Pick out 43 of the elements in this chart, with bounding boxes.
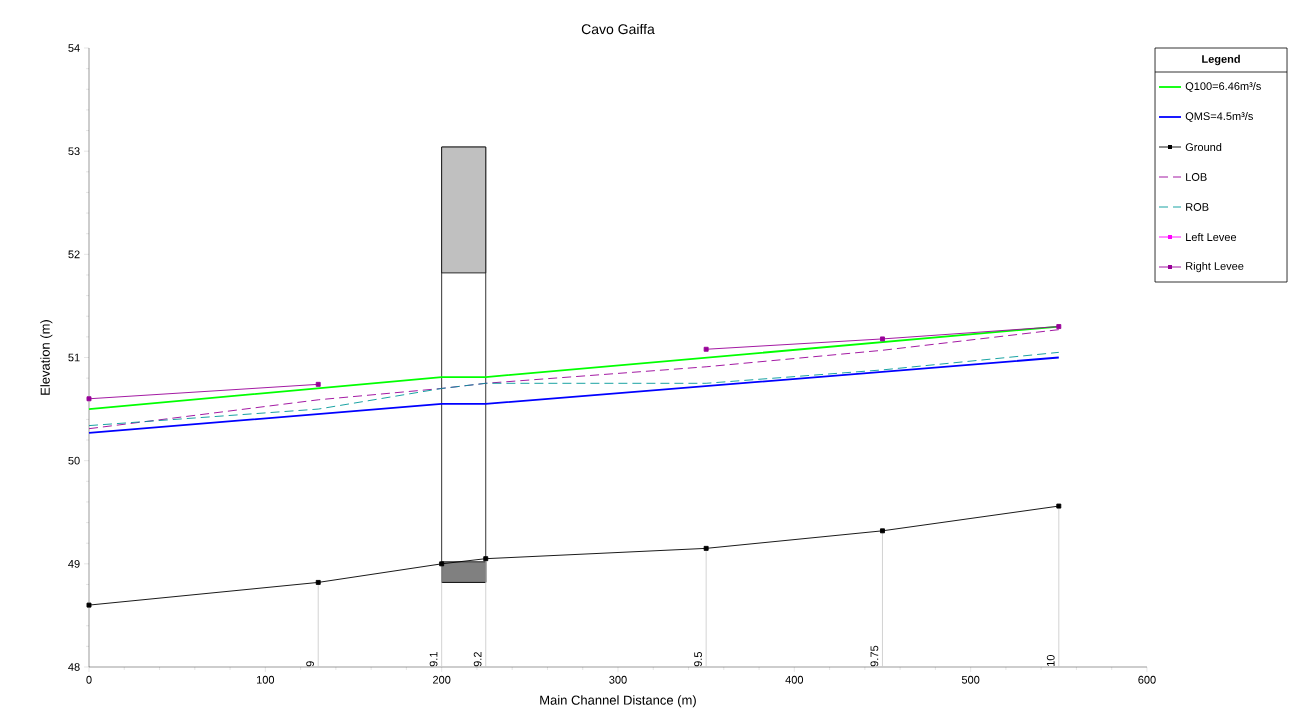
point <box>439 561 445 567</box>
x-tick-label: 100 <box>256 675 275 684</box>
legend-label: Left Levee <box>1186 232 1237 242</box>
annotation: 9.5 <box>694 651 702 667</box>
point <box>880 528 885 534</box>
y-tick-label: 49 <box>68 559 80 568</box>
x-tick-label: 400 <box>785 675 804 684</box>
y-tick-label: 52 <box>68 250 80 259</box>
y-tick-label: 54 <box>68 44 80 52</box>
chart-title: Cavo Gaiffa <box>581 23 655 35</box>
x-tick-label: 500 <box>961 675 980 684</box>
annotation: 10 <box>1046 655 1055 666</box>
legend-title: Legend <box>1202 54 1240 66</box>
point <box>315 579 321 585</box>
point <box>1056 324 1062 330</box>
point <box>483 556 489 562</box>
point <box>86 602 92 608</box>
annotation: 9.1 <box>429 652 438 667</box>
point <box>703 346 709 352</box>
x-tick-label: 0 <box>86 675 92 684</box>
x-tick-label: 200 <box>433 675 451 684</box>
legend-label: Q100=6.46m³/s <box>1185 81 1261 93</box>
point <box>703 545 709 551</box>
y-tick-label: 50 <box>68 456 80 465</box>
y-tick-label: 51 <box>68 353 80 362</box>
x-tick-label: 600 <box>1138 675 1156 684</box>
annotation: 9.75 <box>870 645 879 667</box>
legend-label: QMS=4.5m³/s <box>1185 111 1253 123</box>
point <box>315 381 321 387</box>
x-tick-label: 300 <box>609 675 627 684</box>
point <box>1056 503 1062 509</box>
y-tick-label: 53 <box>68 147 80 156</box>
annotation: 9 <box>306 661 315 667</box>
legend-label: Right Levee <box>1186 261 1244 273</box>
point <box>880 336 885 342</box>
legend-label: Ground <box>1185 142 1222 152</box>
annotation: 9.2 <box>473 652 482 667</box>
x-axis-title: Main Channel Distance (m) <box>540 695 696 708</box>
y-tick-label: 48 <box>68 663 80 671</box>
point <box>86 396 92 402</box>
legend-label: LOB <box>1186 173 1207 181</box>
legend-label: ROB <box>1186 203 1209 211</box>
y-axis-title: Elevation (m) <box>40 320 53 395</box>
